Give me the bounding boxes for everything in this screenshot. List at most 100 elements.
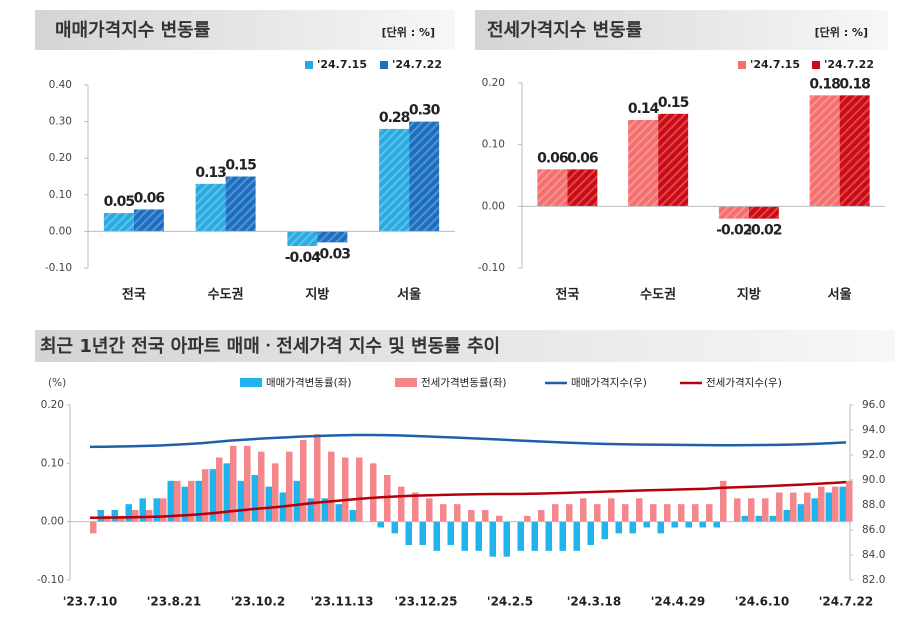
bar <box>482 510 489 522</box>
bar <box>125 504 132 522</box>
bar <box>195 183 226 232</box>
value-label: 0.06 <box>134 190 165 206</box>
y2-tick-label: 88.0 <box>862 499 885 511</box>
bar <box>370 463 377 522</box>
bar <box>769 515 776 522</box>
bar <box>132 510 139 522</box>
bar <box>643 521 650 528</box>
line <box>89 433 847 449</box>
value-label: 0.05 <box>104 194 135 210</box>
bar <box>139 498 146 522</box>
legend-swatch <box>240 378 262 387</box>
bar <box>846 480 853 522</box>
x-tick-label: '23.11.13 <box>311 595 374 609</box>
x-tick-label: '24.4.29 <box>651 595 706 609</box>
chart-title: 최근 1년간 전국 아파트 매매ㆍ전세가격 지수 및 변동률 추이 <box>40 336 500 357</box>
bar <box>419 521 426 545</box>
bar <box>699 521 706 528</box>
header-bar <box>475 10 888 50</box>
y-tick-label: 0.20 <box>49 152 72 164</box>
bar <box>223 463 230 522</box>
bar <box>133 209 164 232</box>
bar <box>433 521 440 551</box>
x-tick-label: '23.8.21 <box>147 595 202 609</box>
value-label: -0.03 <box>315 246 351 262</box>
bar <box>538 510 545 522</box>
bar <box>741 515 748 522</box>
value-label: 0.18 <box>809 76 840 92</box>
y2-tick-label: 96.0 <box>862 399 885 411</box>
bar <box>426 498 433 522</box>
bar <box>720 480 727 522</box>
x-tick-label: 지방 <box>305 287 329 303</box>
value-label: 0.15 <box>225 158 256 174</box>
bar <box>783 510 790 522</box>
legend-swatch <box>380 61 388 69</box>
bar <box>658 113 689 207</box>
bar <box>181 486 188 522</box>
bar <box>195 480 202 522</box>
x-tick-label: 전국 <box>122 287 146 303</box>
bar <box>216 457 223 522</box>
x-tick-label: '24.6.10 <box>735 595 790 609</box>
bar <box>790 492 797 522</box>
bar <box>307 498 314 522</box>
bar <box>809 95 840 207</box>
bar <box>468 510 475 522</box>
legend-swatch <box>738 61 746 69</box>
bar <box>628 120 659 207</box>
bar <box>160 498 167 522</box>
x-tick-label: '24.2.5 <box>487 595 533 609</box>
bar <box>356 457 363 522</box>
legend-swatch <box>395 378 417 387</box>
bar <box>811 498 818 522</box>
bar <box>103 213 134 232</box>
bar <box>391 521 398 534</box>
bar <box>594 504 601 522</box>
bar <box>608 498 615 522</box>
bar <box>503 521 510 557</box>
bar <box>818 486 825 522</box>
bar <box>188 480 195 522</box>
bar <box>111 510 118 522</box>
y-axis-label: (%) <box>48 377 66 389</box>
legend-label: 전세가격지수(우) <box>706 376 782 389</box>
bar <box>664 504 671 522</box>
bar <box>475 521 482 551</box>
value-label: -0.02 <box>716 223 752 239</box>
x-tick-label: '24.3.18 <box>567 595 622 609</box>
bar <box>335 504 342 522</box>
bar <box>629 521 636 534</box>
y-tick-label: 0.00 <box>482 200 505 212</box>
bar <box>272 463 279 522</box>
bar <box>496 515 503 522</box>
bar <box>286 451 293 522</box>
bar <box>314 434 321 522</box>
y2-tick-label: 84.0 <box>862 549 885 561</box>
bar <box>300 440 307 522</box>
value-label: 0.13 <box>195 165 226 181</box>
bar <box>537 169 568 207</box>
y2-tick-label: 90.0 <box>862 474 885 486</box>
bar <box>748 206 779 219</box>
bar <box>174 480 181 522</box>
bar <box>762 498 769 522</box>
bar <box>265 486 272 522</box>
bar <box>517 521 524 551</box>
bar <box>706 504 713 522</box>
y2-tick-label: 86.0 <box>862 524 885 536</box>
chart-title: 전세가격지수 변동률 <box>487 20 642 41</box>
bar <box>636 498 643 522</box>
y-tick-label: 0.00 <box>41 516 64 528</box>
legend-label: 매매가격변동률(좌) <box>266 376 351 389</box>
bar <box>622 504 629 522</box>
bar <box>748 498 755 522</box>
y-tick-label: 0.10 <box>482 139 505 151</box>
bar <box>118 515 125 522</box>
legend-swatch <box>812 61 820 69</box>
legend-label: '24.7.15 <box>317 58 367 71</box>
bar <box>405 521 412 545</box>
bar <box>317 231 348 243</box>
bar <box>832 486 839 522</box>
